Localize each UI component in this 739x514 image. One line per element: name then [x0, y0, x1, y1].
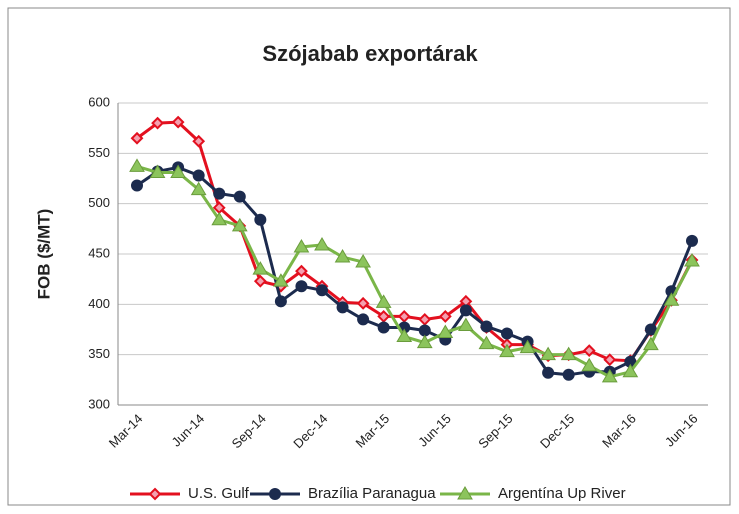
- marker: [581, 357, 598, 372]
- marker: [131, 179, 143, 192]
- marker: [295, 264, 308, 278]
- marker: [356, 296, 370, 310]
- marker: [357, 313, 370, 326]
- marker: [149, 164, 166, 178]
- chart-title: Szójabab exportárak: [262, 41, 478, 66]
- marker: [457, 486, 473, 500]
- marker: [129, 158, 145, 172]
- y-tick-label: 400: [88, 296, 110, 311]
- marker: [269, 488, 281, 500]
- marker: [130, 131, 144, 145]
- marker: [213, 187, 226, 200]
- marker: [624, 355, 637, 368]
- marker: [644, 323, 657, 336]
- marker: [684, 253, 700, 267]
- series-line: [136, 120, 694, 363]
- marker: [211, 211, 228, 226]
- y-tick-label: 500: [88, 195, 110, 210]
- legend-label: Brazília Paranagua: [308, 485, 436, 502]
- marker: [295, 280, 308, 293]
- marker: [542, 366, 555, 379]
- y-tick-label: 550: [88, 145, 110, 160]
- marker: [643, 336, 659, 351]
- legend-item: Argentína Up River: [440, 485, 626, 502]
- marker: [459, 304, 472, 317]
- marker: [274, 295, 287, 308]
- marker: [560, 346, 577, 361]
- y-axis-label: FOB ($/MT): [34, 209, 53, 300]
- marker: [601, 368, 618, 383]
- marker: [148, 487, 162, 501]
- y-tick-label: 600: [88, 94, 110, 109]
- marker: [438, 309, 452, 323]
- y-tick-label: 300: [88, 396, 110, 411]
- marker: [231, 217, 248, 232]
- legend-label: U.S. Gulf: [188, 485, 250, 502]
- marker: [253, 274, 267, 288]
- marker: [336, 301, 349, 314]
- marker: [334, 249, 351, 263]
- marker: [458, 317, 474, 331]
- marker: [437, 324, 454, 339]
- marker: [582, 344, 596, 358]
- marker: [254, 213, 267, 226]
- marker: [192, 169, 205, 182]
- marker: [416, 334, 433, 349]
- marker: [501, 327, 513, 340]
- marker: [375, 294, 392, 308]
- marker: [478, 335, 495, 350]
- marker: [273, 273, 289, 287]
- marker: [480, 320, 493, 333]
- marker: [171, 115, 185, 129]
- marker: [377, 321, 390, 334]
- marker: [316, 284, 328, 297]
- marker: [397, 309, 411, 323]
- marker: [190, 181, 207, 196]
- marker: [418, 324, 431, 337]
- chart-frame: [7, 7, 731, 506]
- marker: [233, 190, 246, 203]
- legend-item: U.S. Gulf: [130, 485, 250, 502]
- legend-item: Brazília Paranagua: [250, 485, 436, 502]
- marker: [151, 116, 164, 130]
- legend-label: Argentína Up River: [498, 485, 626, 502]
- marker: [396, 328, 413, 343]
- marker: [170, 164, 186, 178]
- marker: [622, 363, 639, 378]
- series-line: [136, 164, 694, 379]
- marker: [562, 368, 575, 381]
- y-tick-label: 450: [88, 245, 110, 260]
- marker: [377, 309, 391, 323]
- marker: [293, 238, 310, 253]
- marker: [192, 134, 206, 148]
- marker: [252, 261, 269, 275]
- marker: [418, 313, 432, 326]
- y-tick-label: 350: [88, 346, 110, 361]
- marker: [603, 353, 617, 367]
- marker: [314, 236, 330, 251]
- marker: [499, 343, 515, 358]
- marker: [355, 254, 371, 268]
- marker: [540, 346, 556, 361]
- marker: [519, 339, 536, 354]
- marker: [663, 292, 680, 306]
- marker: [686, 234, 698, 247]
